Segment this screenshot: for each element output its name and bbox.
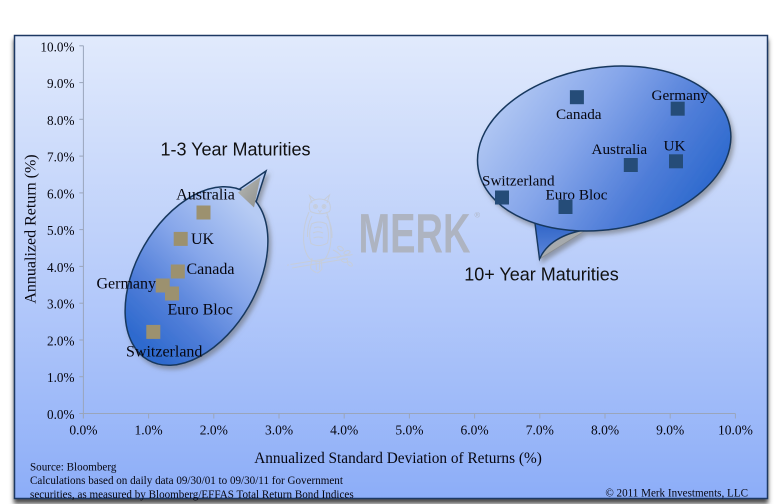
svg-text:9.0%: 9.0% — [47, 76, 74, 91]
svg-text:Euro Bloc: Euro Bloc — [546, 187, 608, 204]
svg-text:4.0%: 4.0% — [330, 423, 358, 438]
svg-text:9.0%: 9.0% — [656, 423, 684, 438]
svg-text:Germany: Germany — [97, 276, 157, 293]
svg-text:MERK: MERK — [359, 203, 471, 265]
svg-text:Australia: Australia — [176, 187, 235, 204]
svg-text:Australia: Australia — [592, 141, 648, 158]
svg-text:1.0%: 1.0% — [47, 370, 74, 385]
svg-text:6.0%: 6.0% — [461, 423, 489, 438]
svg-text:4.0%: 4.0% — [47, 260, 74, 275]
svg-text:© 2011 Merk Investments, LLC: © 2011 Merk Investments, LLC — [605, 488, 748, 500]
svg-text:2.0%: 2.0% — [47, 334, 74, 349]
svg-text:Germany: Germany — [652, 87, 709, 104]
svg-text:UK: UK — [664, 138, 686, 155]
svg-text:Canada: Canada — [187, 261, 235, 278]
svg-text:10.0%: 10.0% — [40, 39, 74, 54]
svg-text:2.0%: 2.0% — [200, 423, 228, 438]
svg-text:0.0%: 0.0% — [69, 423, 97, 438]
svg-text:Euro Bloc: Euro Bloc — [168, 302, 233, 319]
svg-text:8.0%: 8.0% — [47, 113, 74, 128]
svg-text:UK: UK — [191, 231, 215, 248]
svg-text:Switzerland: Switzerland — [482, 173, 555, 190]
svg-text:Canada: Canada — [556, 106, 602, 123]
svg-text:8.0%: 8.0% — [591, 423, 619, 438]
svg-text:7.0%: 7.0% — [47, 150, 74, 165]
svg-text:7.0%: 7.0% — [526, 423, 554, 438]
svg-text:5.0%: 5.0% — [395, 423, 423, 438]
svg-text:0.0%: 0.0% — [47, 407, 74, 422]
svg-text:1.0%: 1.0% — [135, 423, 163, 438]
svg-text:Annualized Return (%): Annualized Return (%) — [23, 154, 40, 303]
svg-text:3.0%: 3.0% — [265, 423, 293, 438]
svg-text:Source: Bloomberg: Source: Bloomberg — [30, 461, 117, 473]
svg-text:1-3 Year Maturities: 1-3 Year Maturities — [160, 140, 310, 160]
svg-text:10.0%: 10.0% — [718, 423, 753, 438]
svg-text:Annualized Standard Deviation: Annualized Standard Deviation of Returns… — [254, 450, 542, 467]
svg-text:®: ® — [475, 211, 481, 220]
svg-text:5.0%: 5.0% — [47, 223, 74, 238]
svg-text:10+ Year Maturities: 10+ Year Maturities — [464, 265, 619, 285]
svg-text:Switzerland: Switzerland — [126, 344, 202, 361]
svg-text:6.0%: 6.0% — [47, 186, 74, 201]
svg-text:securities, as measured by Blo: securities, as measured by Bloomberg/EFF… — [30, 489, 354, 501]
svg-text:3.0%: 3.0% — [47, 297, 74, 312]
svg-text:Calculations based on daily da: Calculations based on daily data 09/30/0… — [30, 475, 344, 487]
